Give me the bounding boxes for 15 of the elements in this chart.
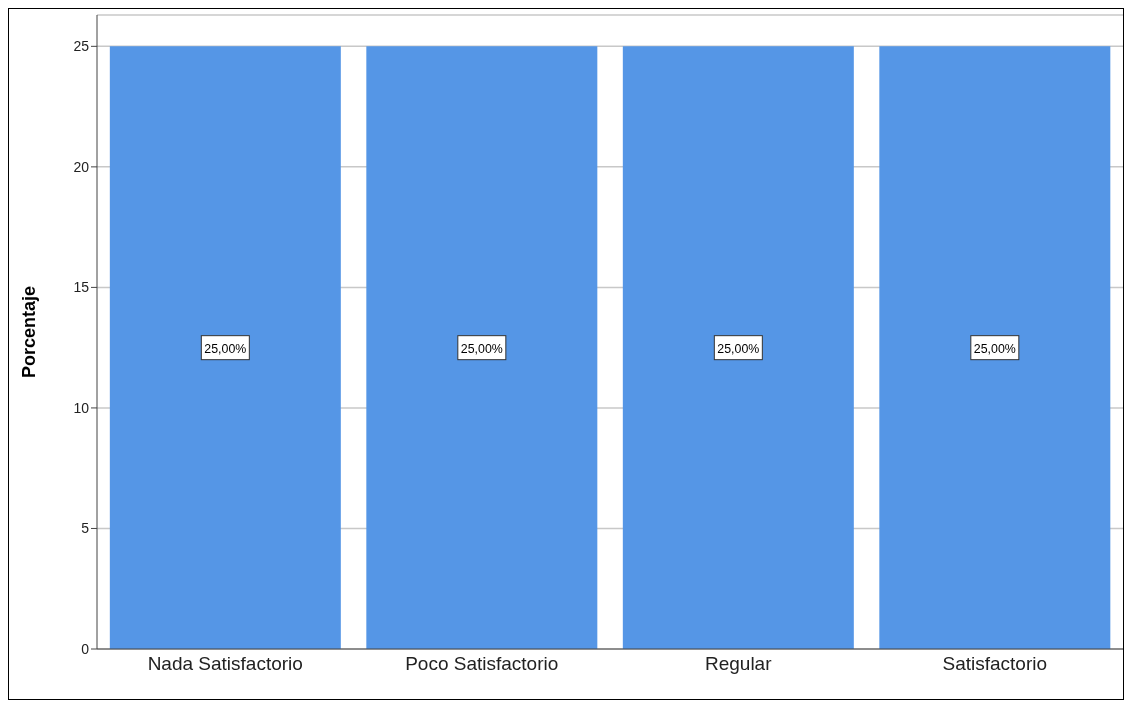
y-axis-title: Porcentaje <box>19 285 40 379</box>
data-label: 25,00% <box>973 340 1018 356</box>
x-tick-label: Satisfactorio <box>942 653 1048 675</box>
y-tick-label: 5 <box>81 520 90 537</box>
y-tick-label: 25 <box>73 38 90 55</box>
data-label: 25,00% <box>204 340 249 356</box>
x-tick-label: Regular <box>704 653 773 675</box>
data-label: 25,00% <box>717 340 762 356</box>
y-tick-label: 20 <box>73 158 90 175</box>
y-tick-label: 10 <box>73 399 90 416</box>
x-tick-label: Nada Satisfactorio <box>147 653 303 675</box>
x-tick-label: Poco Satisfactorio <box>405 653 559 675</box>
data-label: 25,00% <box>460 340 505 356</box>
y-tick-label: 15 <box>73 279 90 296</box>
y-tick-label: 0 <box>81 640 90 657</box>
